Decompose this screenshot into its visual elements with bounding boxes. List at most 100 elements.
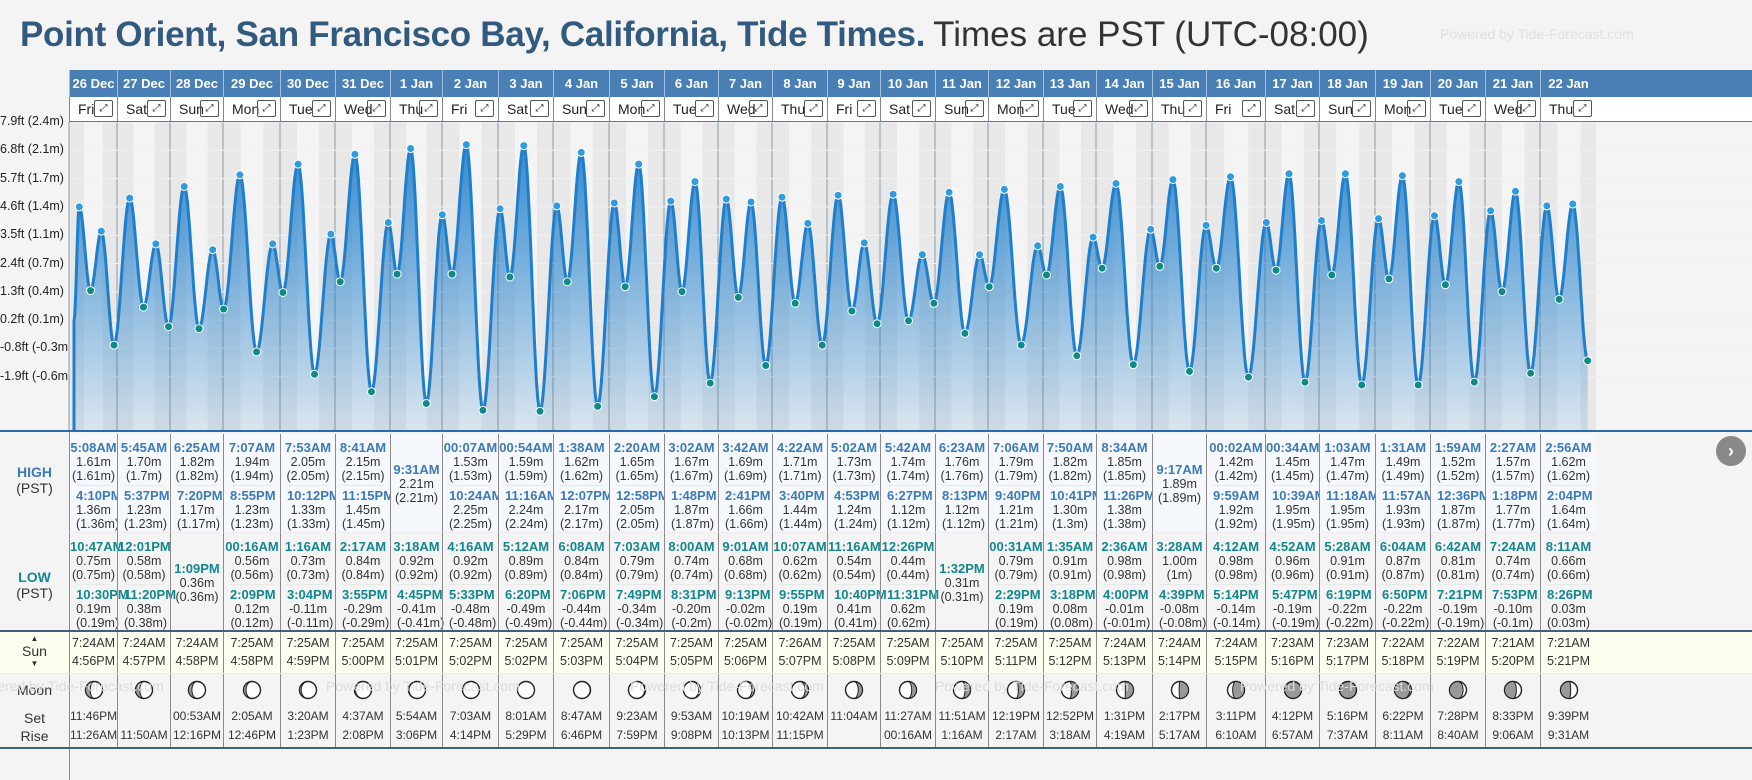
low-tide-point[interactable] [252,347,262,357]
low-tide-point[interactable] [677,287,687,297]
expand-day-button[interactable]: ⤢ [804,100,823,117]
high-tide-point[interactable] [383,218,393,227]
low-tide-point[interactable] [984,282,994,292]
expand-day-button[interactable]: ⤢ [1020,100,1039,117]
high-tide-point[interactable] [721,194,731,204]
high-tide-point[interactable] [350,149,360,159]
high-tide-point[interactable] [519,141,529,151]
low-tide-point[interactable] [1583,356,1593,366]
expand-day-button[interactable]: ⤢ [1296,100,1315,117]
high-tide-point[interactable] [634,159,644,169]
expand-day-button[interactable]: ⤢ [1073,100,1092,117]
expand-day-button[interactable]: ⤢ [1242,100,1261,117]
low-tide-point[interactable] [1042,270,1051,280]
high-tide-point[interactable] [917,250,927,260]
next-page-button[interactable]: › [1716,436,1746,466]
high-tide-point[interactable] [1542,201,1552,211]
expand-day-button[interactable]: ⤢ [641,100,660,117]
low-tide-point[interactable] [620,282,630,292]
expand-day-button[interactable]: ⤢ [200,100,219,117]
high-tide-point[interactable] [96,226,106,236]
high-tide-point[interactable] [461,140,471,150]
low-tide-point[interactable] [164,322,173,332]
low-tide-point[interactable] [421,399,431,408]
expand-day-button[interactable]: ⤢ [749,100,768,117]
high-tide-point[interactable] [1088,232,1098,242]
high-tide-point[interactable] [1397,171,1407,181]
high-tide-point[interactable] [777,192,787,202]
high-tide-point[interactable] [1430,211,1439,221]
high-tide-point[interactable] [406,144,416,153]
low-tide-point[interactable] [109,340,119,350]
low-tide-point[interactable] [1185,366,1194,376]
high-tide-point[interactable] [999,184,1009,194]
high-tide-point[interactable] [1317,216,1326,225]
low-tide-point[interactable] [705,378,715,388]
low-tide-point[interactable] [1526,368,1536,378]
low-tide-point[interactable] [505,272,515,282]
expand-day-button[interactable]: ⤢ [257,100,276,117]
low-tide-point[interactable] [335,277,345,287]
low-tide-point[interactable] [929,298,939,308]
low-tide-point[interactable] [1413,380,1423,390]
low-tide-point[interactable] [1300,377,1310,387]
expand-day-button[interactable]: ⤢ [1407,100,1426,117]
high-tide-point[interactable] [208,245,218,255]
low-tide-point[interactable] [1016,340,1026,350]
low-tide-point[interactable] [1497,287,1507,297]
low-tide-point[interactable] [904,316,913,326]
high-tide-point[interactable] [1486,206,1496,216]
high-tide-point[interactable] [944,187,954,197]
low-tide-point[interactable] [1271,265,1281,275]
low-tide-point[interactable] [392,269,402,279]
low-tide-point[interactable] [1155,261,1165,271]
low-tide-point[interactable] [1211,263,1221,273]
high-tide-point[interactable] [437,210,447,220]
expand-day-button[interactable]: ⤢ [965,100,984,117]
high-tide-point[interactable] [690,177,700,187]
high-tide-point[interactable] [666,196,676,206]
low-tide-point[interactable] [872,319,882,329]
high-tide-point[interactable] [833,190,843,200]
low-tide-point[interactable] [278,288,288,297]
high-tide-point[interactable] [1284,169,1294,179]
high-tide-point[interactable] [1168,175,1178,185]
high-tide-point[interactable] [1374,214,1383,224]
low-tide-point[interactable] [649,392,659,402]
low-tide-point[interactable] [1554,294,1564,304]
high-tide-point[interactable] [859,238,869,248]
low-tide-point[interactable] [593,401,603,411]
expand-day-button[interactable]: ⤢ [695,100,714,117]
high-tide-point[interactable] [1201,220,1211,230]
low-tide-point[interactable] [1128,360,1138,370]
high-tide-point[interactable] [609,198,619,208]
high-tide-point[interactable] [1146,224,1156,234]
low-tide-point[interactable] [790,298,800,308]
expand-day-button[interactable]: ⤢ [312,100,331,117]
high-tide-point[interactable] [1340,169,1350,179]
high-tide-point[interactable] [268,239,278,249]
low-tide-point[interactable] [1440,280,1450,290]
high-tide-point[interactable] [151,239,161,249]
expand-day-button[interactable]: ⤢ [475,100,494,117]
low-tide-point[interactable] [960,328,970,338]
high-tide-point[interactable] [803,218,813,228]
high-tide-point[interactable] [235,170,245,180]
low-tide-point[interactable] [139,302,148,312]
low-tide-point[interactable] [1072,351,1082,361]
high-tide-point[interactable] [1568,199,1578,209]
expand-day-button[interactable]: ⤢ [530,100,549,117]
low-tide-point[interactable] [1097,263,1107,273]
low-tide-point[interactable] [447,269,457,279]
high-tide-point[interactable] [1261,218,1271,227]
expand-day-button[interactable]: ⤢ [1462,100,1481,117]
expand-day-button[interactable]: ⤢ [419,100,438,117]
high-tide-point[interactable] [888,189,898,199]
low-tide-point[interactable] [367,387,376,397]
expand-day-button[interactable]: ⤢ [586,100,605,117]
expand-day-button[interactable]: ⤢ [1517,100,1536,117]
high-tide-point[interactable] [1055,182,1065,191]
expand-day-button[interactable]: ⤢ [1183,100,1202,117]
high-tide-point[interactable] [1454,177,1464,187]
high-tide-point[interactable] [326,229,336,239]
